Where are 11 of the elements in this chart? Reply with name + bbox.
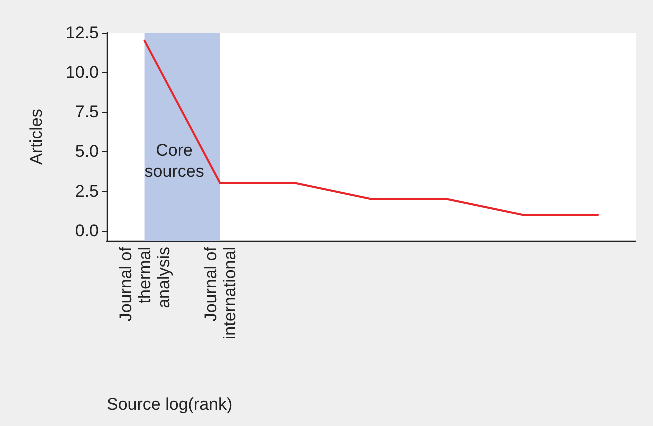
y-tick-label: 0.0 xyxy=(75,221,99,240)
line-series xyxy=(144,40,600,216)
y-tick-label: 2.5 xyxy=(75,182,99,201)
x-axis-title: Source log(rank) xyxy=(107,395,233,414)
y-tick-label: 7.5 xyxy=(75,102,99,122)
y-tick-label: 12.5 xyxy=(66,24,99,42)
y-tick-label: 10.0 xyxy=(66,63,99,82)
y-axis-title: Articles xyxy=(27,109,46,165)
y-tick-label: 5.0 xyxy=(75,142,99,162)
x-tick-label: Journal of thermal analysis xyxy=(116,246,174,322)
band-label: Core sources xyxy=(144,141,204,181)
